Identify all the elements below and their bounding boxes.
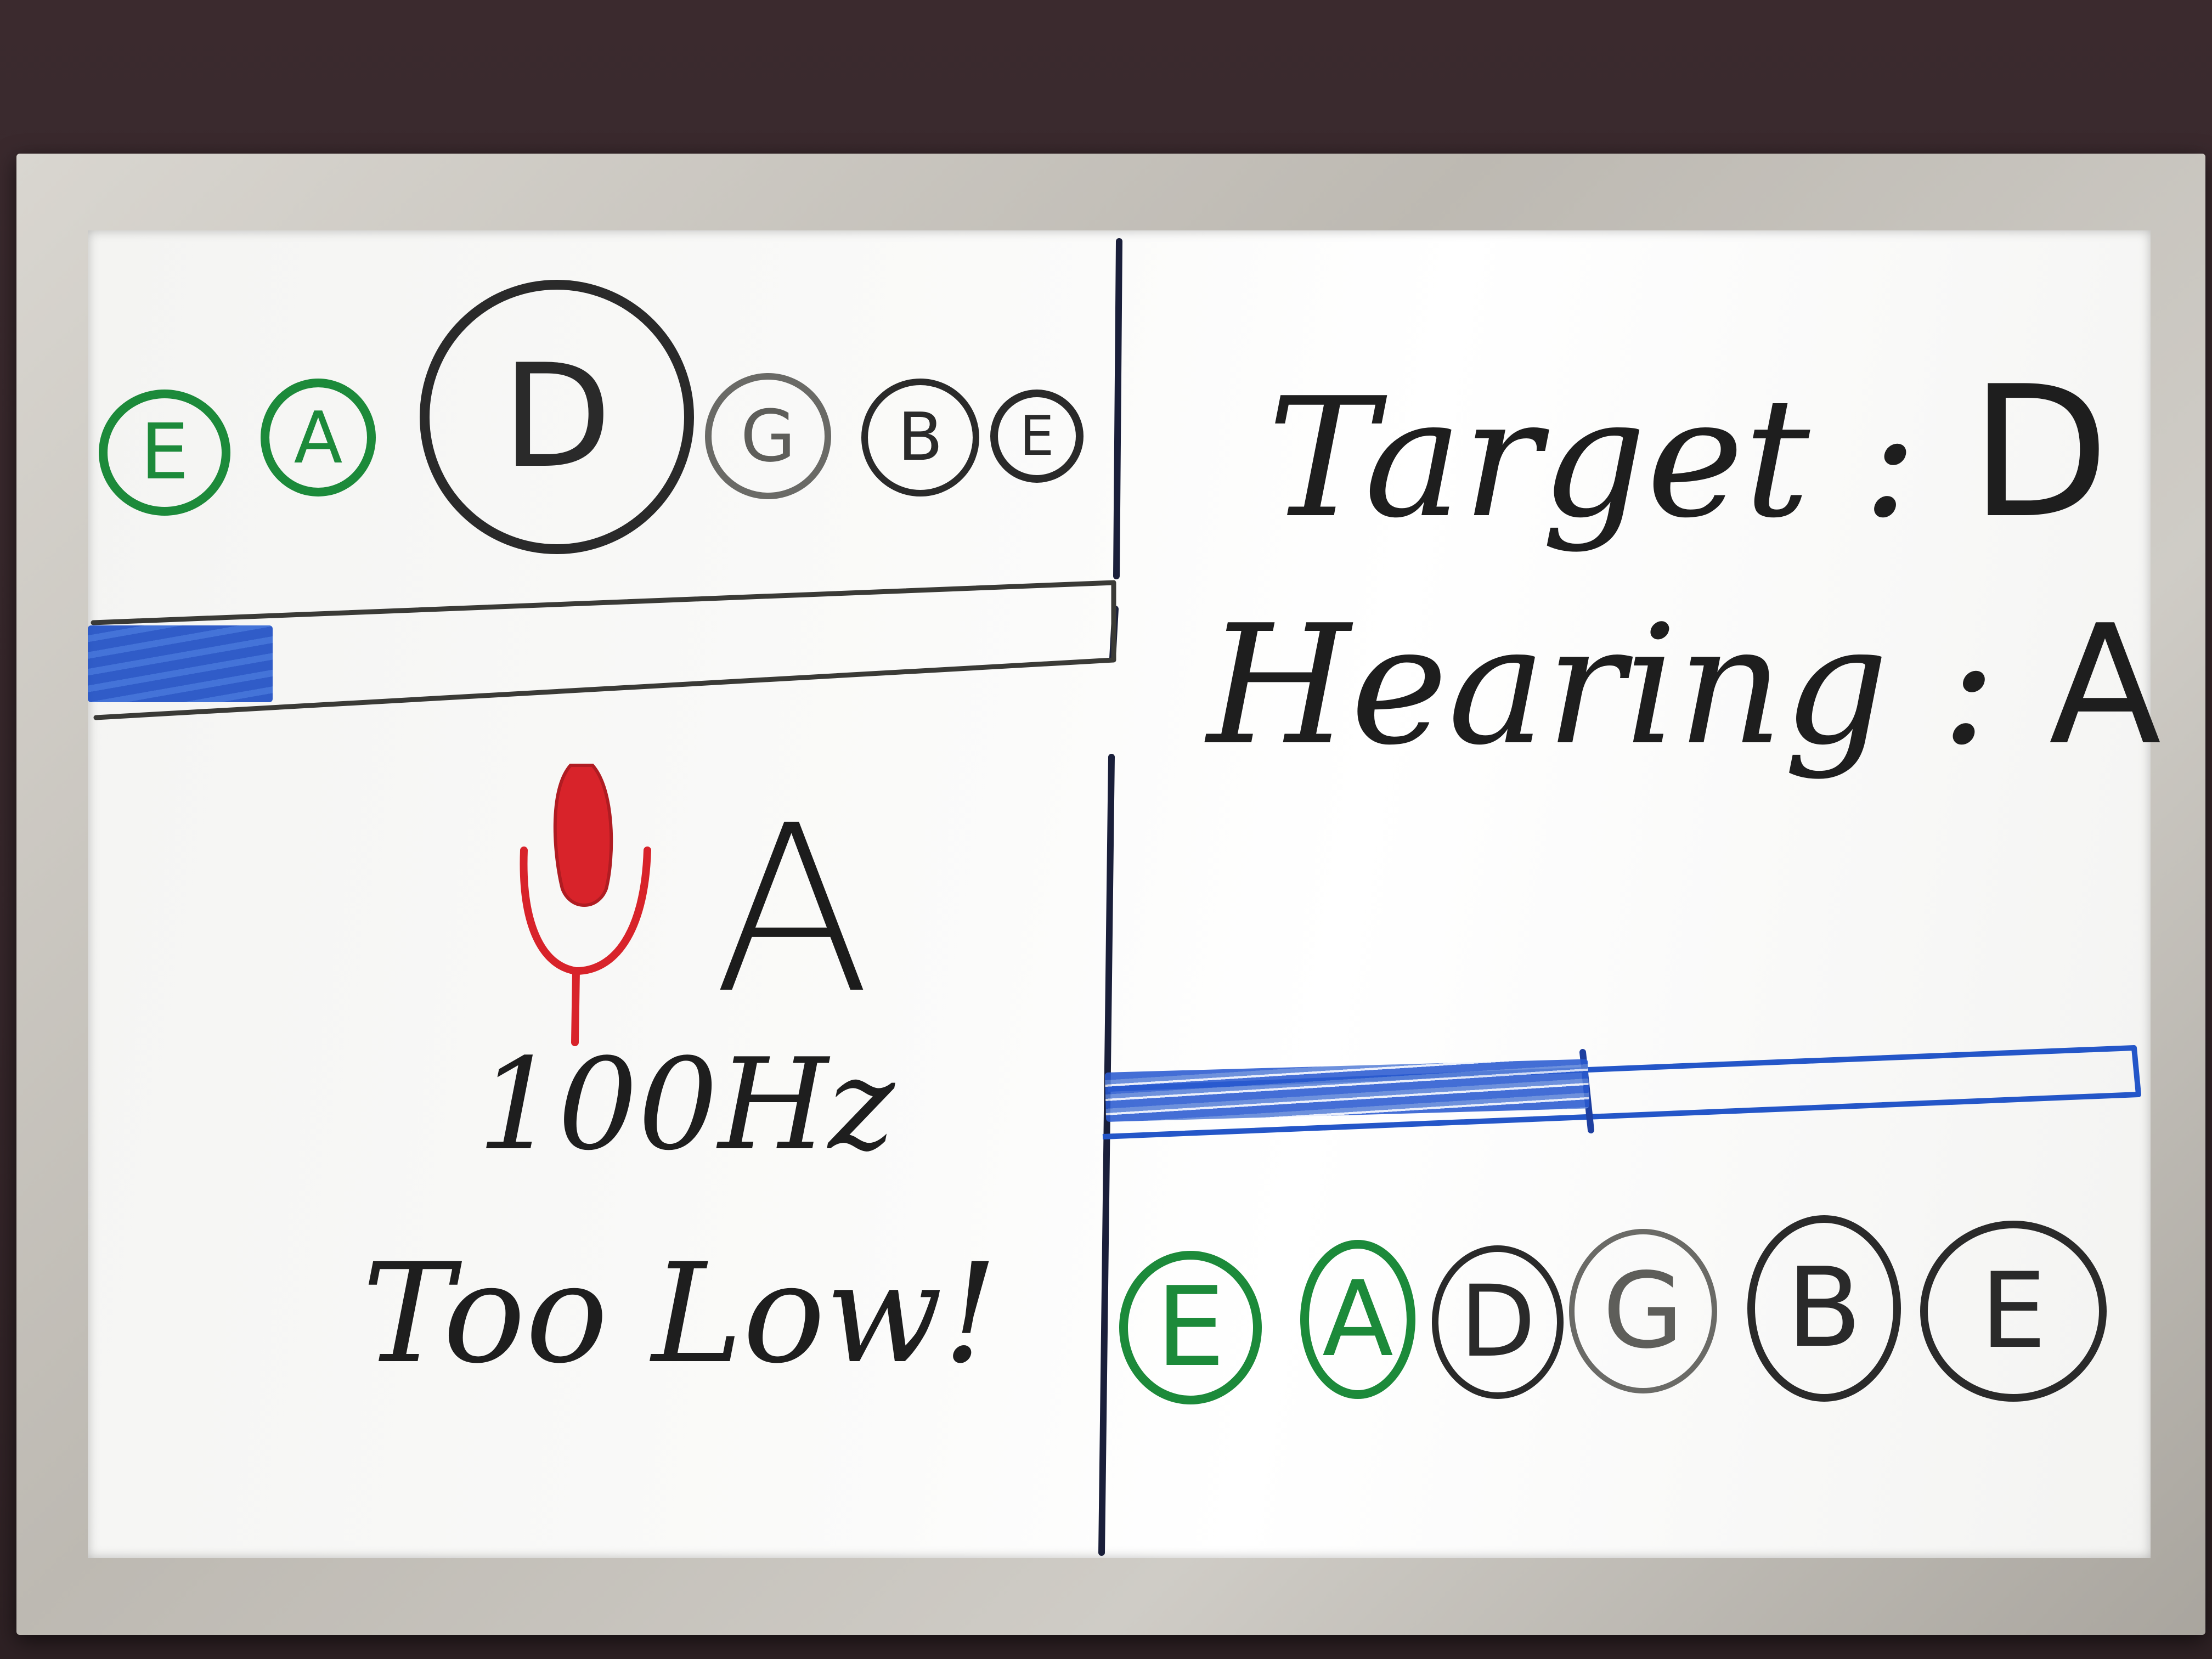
target-label: Target bbox=[1267, 363, 1810, 554]
left-seq-note-1: E bbox=[99, 390, 230, 516]
left-seq-note-4: G bbox=[705, 373, 831, 499]
left-seq-note-label: E bbox=[140, 408, 189, 497]
right-seq-note-1: E bbox=[1119, 1251, 1262, 1404]
right-seq-note-label: A bbox=[1322, 1259, 1393, 1380]
left-seq-note-label: G bbox=[740, 394, 796, 478]
microphone-icon bbox=[520, 764, 651, 1046]
left-progress-fill bbox=[88, 625, 273, 702]
right-seq-note-label: D bbox=[1459, 1265, 1536, 1379]
right-seq-note-5: B bbox=[1747, 1215, 1901, 1402]
right-seq-note-4: G bbox=[1569, 1229, 1717, 1393]
left-progress-track bbox=[91, 580, 1116, 720]
right-progress-track bbox=[1102, 1045, 2141, 1139]
panel-divider bbox=[1098, 238, 1122, 1556]
right-seq-note-label: B bbox=[1786, 1244, 1862, 1372]
target-row: Target : D bbox=[1267, 347, 2110, 558]
right-seq-note-3: D bbox=[1432, 1245, 1564, 1399]
right-seq-note-label: E bbox=[1155, 1263, 1226, 1391]
hearing-value: A bbox=[2049, 590, 2162, 781]
left-seq-note-5: B bbox=[861, 379, 979, 496]
right-seq-note-2: A bbox=[1300, 1240, 1415, 1399]
status-message: Too Low! bbox=[362, 1234, 998, 1393]
target-value: D bbox=[1970, 347, 2110, 558]
left-seq-note-6: E bbox=[990, 390, 1084, 483]
left-seq-note-label: B bbox=[898, 399, 943, 476]
hearing-row: Hearing : A bbox=[1207, 590, 2162, 781]
right-seq-note-label: G bbox=[1602, 1250, 1684, 1372]
left-seq-note-label: A bbox=[294, 396, 343, 479]
left-seq-note-3: D bbox=[420, 280, 694, 554]
hearing-label: Hearing bbox=[1207, 590, 1889, 781]
right-seq-note-6: E bbox=[1920, 1221, 2107, 1402]
right-seq-note-label: E bbox=[1980, 1250, 2047, 1372]
left-seq-note-2: A bbox=[261, 379, 376, 496]
detected-note: A bbox=[713, 776, 871, 1045]
frequency-label: 100Hz bbox=[477, 1032, 895, 1178]
left-seq-note-label: D bbox=[501, 334, 612, 500]
left-seq-note-label: E bbox=[1019, 404, 1054, 468]
